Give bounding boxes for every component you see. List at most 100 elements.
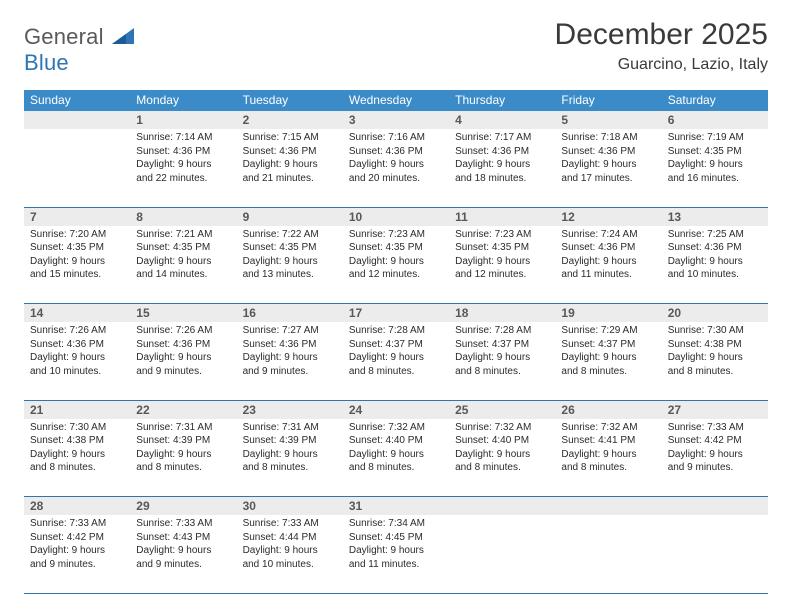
day-number: 25 [449,400,555,419]
day-number: 27 [662,400,768,419]
sunset-line: Sunset: 4:36 PM [243,338,337,352]
sunrise-line: Sunrise: 7:28 AM [349,324,443,338]
day-number: 11 [449,207,555,226]
sunset-line: Sunset: 4:36 PM [243,145,337,159]
sunset-line: Sunset: 4:36 PM [136,338,230,352]
sunset-line: Sunset: 4:36 PM [561,241,655,255]
day-cell: Sunrise: 7:24 AMSunset: 4:36 PMDaylight:… [555,226,661,304]
day-cell: Sunrise: 7:27 AMSunset: 4:36 PMDaylight:… [237,322,343,400]
day-number [449,497,555,516]
sunset-line: Sunset: 4:36 PM [349,145,443,159]
day-number: 24 [343,400,449,419]
sunrise-line: Sunrise: 7:22 AM [243,228,337,242]
day-cell [555,515,661,593]
sunset-line: Sunset: 4:36 PM [668,241,762,255]
day-cell [662,515,768,593]
day-cell: Sunrise: 7:22 AMSunset: 4:35 PMDaylight:… [237,226,343,304]
day-number [555,497,661,516]
sunrise-line: Sunrise: 7:17 AM [455,131,549,145]
daylight-line: Daylight: 9 hours and 8 minutes. [668,351,762,378]
sunrise-line: Sunrise: 7:16 AM [349,131,443,145]
sunset-line: Sunset: 4:40 PM [349,434,443,448]
daylight-line: Daylight: 9 hours and 11 minutes. [349,544,443,571]
daylight-line: Daylight: 9 hours and 8 minutes. [455,351,549,378]
daylight-line: Daylight: 9 hours and 15 minutes. [30,255,124,282]
daylight-line: Daylight: 9 hours and 8 minutes. [561,448,655,475]
sunset-line: Sunset: 4:36 PM [30,338,124,352]
daylight-line: Daylight: 9 hours and 9 minutes. [136,351,230,378]
sunrise-line: Sunrise: 7:31 AM [136,421,230,435]
day-cell: Sunrise: 7:28 AMSunset: 4:37 PMDaylight:… [343,322,449,400]
sunrise-line: Sunrise: 7:15 AM [243,131,337,145]
day-number: 20 [662,304,768,323]
content-row: Sunrise: 7:20 AMSunset: 4:35 PMDaylight:… [24,226,768,304]
sunset-line: Sunset: 4:37 PM [455,338,549,352]
sunrise-line: Sunrise: 7:30 AM [30,421,124,435]
sunset-line: Sunset: 4:40 PM [455,434,549,448]
sunset-line: Sunset: 4:35 PM [243,241,337,255]
day-cell: Sunrise: 7:26 AMSunset: 4:36 PMDaylight:… [24,322,130,400]
sunrise-line: Sunrise: 7:33 AM [30,517,124,531]
daylight-line: Daylight: 9 hours and 10 minutes. [30,351,124,378]
daylight-line: Daylight: 9 hours and 8 minutes. [455,448,549,475]
day-cell: Sunrise: 7:26 AMSunset: 4:36 PMDaylight:… [130,322,236,400]
daylight-line: Daylight: 9 hours and 8 minutes. [30,448,124,475]
sunset-line: Sunset: 4:37 PM [561,338,655,352]
daylight-line: Daylight: 9 hours and 18 minutes. [455,158,549,185]
day-cell: Sunrise: 7:30 AMSunset: 4:38 PMDaylight:… [662,322,768,400]
day-header: Monday [130,90,236,111]
sunrise-line: Sunrise: 7:21 AM [136,228,230,242]
day-cell: Sunrise: 7:21 AMSunset: 4:35 PMDaylight:… [130,226,236,304]
day-cell: Sunrise: 7:31 AMSunset: 4:39 PMDaylight:… [130,419,236,497]
day-number: 28 [24,497,130,516]
day-cell: Sunrise: 7:33 AMSunset: 4:42 PMDaylight:… [24,515,130,593]
sunrise-line: Sunrise: 7:26 AM [136,324,230,338]
sunset-line: Sunset: 4:43 PM [136,531,230,545]
day-number: 13 [662,207,768,226]
daylight-line: Daylight: 9 hours and 10 minutes. [243,544,337,571]
day-cell: Sunrise: 7:30 AMSunset: 4:38 PMDaylight:… [24,419,130,497]
day-cell: Sunrise: 7:19 AMSunset: 4:35 PMDaylight:… [662,129,768,207]
daylight-line: Daylight: 9 hours and 21 minutes. [243,158,337,185]
day-number: 29 [130,497,236,516]
sunset-line: Sunset: 4:38 PM [30,434,124,448]
day-number: 14 [24,304,130,323]
sunset-line: Sunset: 4:37 PM [349,338,443,352]
daylight-line: Daylight: 9 hours and 8 minutes. [349,351,443,378]
sunrise-line: Sunrise: 7:19 AM [668,131,762,145]
daylight-line: Daylight: 9 hours and 9 minutes. [30,544,124,571]
sunrise-line: Sunrise: 7:33 AM [668,421,762,435]
day-cell: Sunrise: 7:28 AMSunset: 4:37 PMDaylight:… [449,322,555,400]
day-number: 19 [555,304,661,323]
daylight-line: Daylight: 9 hours and 20 minutes. [349,158,443,185]
daylight-line: Daylight: 9 hours and 8 minutes. [243,448,337,475]
content-row: Sunrise: 7:14 AMSunset: 4:36 PMDaylight:… [24,129,768,207]
page-title: December 2025 [555,18,768,52]
daynum-row: 14151617181920 [24,304,768,323]
daynum-row: 123456 [24,111,768,130]
day-number: 23 [237,400,343,419]
sunset-line: Sunset: 4:45 PM [349,531,443,545]
day-cell: Sunrise: 7:14 AMSunset: 4:36 PMDaylight:… [130,129,236,207]
day-cell: Sunrise: 7:25 AMSunset: 4:36 PMDaylight:… [662,226,768,304]
sunset-line: Sunset: 4:35 PM [349,241,443,255]
header: General Blue December 2025 Guarcino, Laz… [24,18,768,76]
day-cell: Sunrise: 7:33 AMSunset: 4:44 PMDaylight:… [237,515,343,593]
day-number: 9 [237,207,343,226]
daylight-line: Daylight: 9 hours and 17 minutes. [561,158,655,185]
day-cell: Sunrise: 7:18 AMSunset: 4:36 PMDaylight:… [555,129,661,207]
day-cell: Sunrise: 7:32 AMSunset: 4:40 PMDaylight:… [449,419,555,497]
day-number: 1 [130,111,236,130]
daynum-row: 28293031 [24,497,768,516]
day-cell: Sunrise: 7:33 AMSunset: 4:42 PMDaylight:… [662,419,768,497]
sunrise-line: Sunrise: 7:31 AM [243,421,337,435]
day-number: 3 [343,111,449,130]
content-row: Sunrise: 7:33 AMSunset: 4:42 PMDaylight:… [24,515,768,593]
day-number: 21 [24,400,130,419]
day-header: Thursday [449,90,555,111]
sunrise-line: Sunrise: 7:24 AM [561,228,655,242]
day-number: 7 [24,207,130,226]
sunrise-line: Sunrise: 7:29 AM [561,324,655,338]
sunrise-line: Sunrise: 7:32 AM [349,421,443,435]
daynum-row: 78910111213 [24,207,768,226]
